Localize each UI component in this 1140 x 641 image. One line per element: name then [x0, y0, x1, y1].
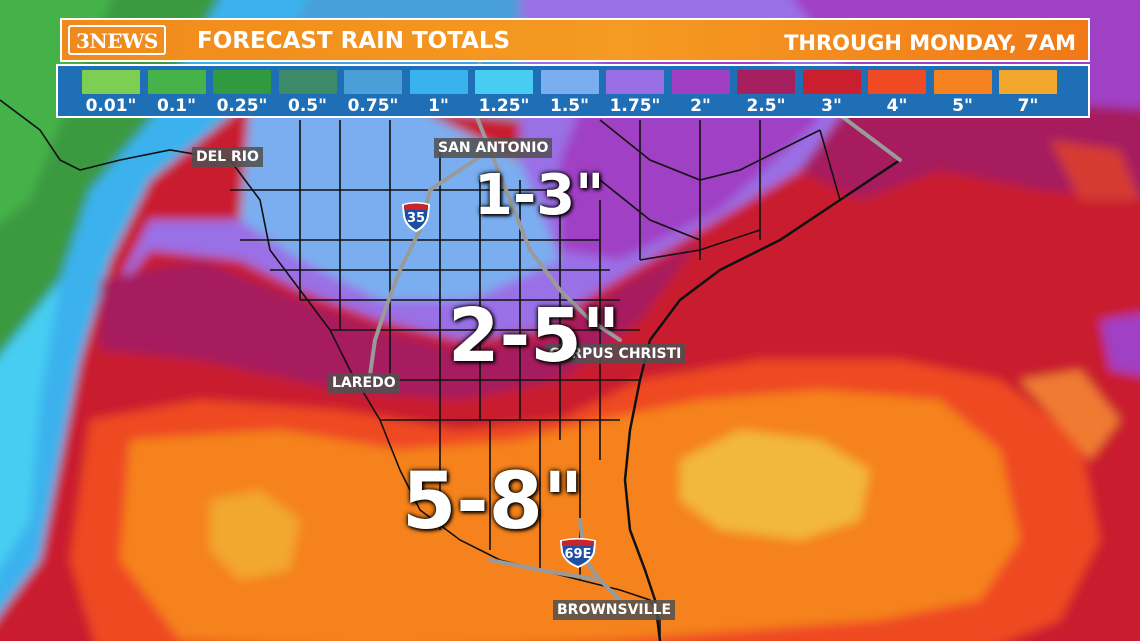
legend-swatch	[475, 70, 533, 94]
header-bar: 3NEWS FORECAST RAIN TOTALS THROUGH MONDA…	[60, 18, 1090, 62]
legend-item: 2.5"	[737, 70, 795, 116]
coastline	[623, 158, 901, 641]
city-label-brownsville: BROWNSVILLE	[553, 600, 676, 620]
city-label-laredo: LAREDO	[328, 373, 400, 393]
city-label-corpus-christi: CORPUS CHRISTI	[545, 344, 686, 364]
rainfall-legend: 0.01" 0.1" 0.25" 0.5" 0.75" 1" 1.25" 1.5" 1.75" 2…	[56, 64, 1090, 118]
legend-item: 1.25"	[475, 70, 533, 116]
legend-swatch	[82, 70, 140, 94]
city-label-san-antonio: SAN ANTONIO	[434, 138, 553, 158]
rain-total-north: 1-3"	[474, 163, 605, 228]
legend-label: 0.25"	[216, 96, 268, 116]
legend-label: 1"	[428, 96, 449, 116]
graphic-subtitle: THROUGH MONDAY, 7AM	[784, 31, 1076, 55]
legend-item: 3"	[802, 70, 861, 116]
legend-item: 1.5"	[540, 70, 599, 116]
legend-swatch	[344, 70, 402, 94]
rain-total-south: 5-8"	[402, 457, 584, 547]
legend-item: 0.5"	[278, 70, 337, 116]
legend-label: 5"	[952, 96, 973, 116]
legend-swatch	[671, 70, 730, 94]
legend-label: 3"	[821, 96, 842, 116]
legend-label: 0.1"	[157, 96, 196, 116]
legend-swatch	[278, 70, 337, 94]
legend-label: 2"	[690, 96, 711, 116]
legend-item: 1"	[409, 70, 468, 116]
legend-swatch	[999, 70, 1057, 94]
legend-swatch	[868, 70, 926, 94]
legend-label: 0.75"	[347, 96, 399, 116]
legend-swatch	[540, 70, 599, 94]
legend-item: 5"	[933, 70, 992, 116]
legend-item: 2"	[671, 70, 730, 116]
legend-swatch	[802, 70, 861, 94]
legend-item: 0.01"	[82, 70, 140, 116]
station-logo: 3NEWS	[68, 25, 166, 55]
interstate-35-shield-icon: 35	[400, 202, 432, 232]
legend-label: 0.5"	[288, 96, 327, 116]
legend-item: 1.75"	[606, 70, 664, 116]
legend-swatch	[147, 70, 206, 94]
legend-item: 0.1"	[147, 70, 206, 116]
legend-label: 2.5"	[746, 96, 786, 116]
legend-label: 0.01"	[85, 96, 137, 116]
legend-item: 7"	[999, 70, 1057, 116]
legend-label: 4"	[886, 96, 908, 116]
city-label-del-rio: DEL RIO	[192, 147, 263, 167]
legend-swatch	[737, 70, 795, 94]
legend-label: 7"	[1017, 96, 1039, 116]
legend-label: 1.5"	[550, 96, 589, 116]
legend-label: 1.25"	[478, 96, 530, 116]
legend-swatch	[933, 70, 992, 94]
legend-label: 1.75"	[609, 96, 661, 116]
graphic-title: FORECAST RAIN TOTALS	[197, 28, 511, 54]
legend-item: 4"	[868, 70, 926, 116]
county-lines	[0, 99, 841, 640]
interstate-69e-shield-icon: 69E	[558, 538, 598, 568]
legend-item: 0.25"	[213, 70, 271, 116]
legend-swatch	[606, 70, 664, 94]
rain-total-middle: 2-5"	[448, 293, 621, 379]
legend-swatch	[213, 70, 271, 94]
legend-item: 0.75"	[344, 70, 402, 116]
legend-swatch	[409, 70, 468, 94]
